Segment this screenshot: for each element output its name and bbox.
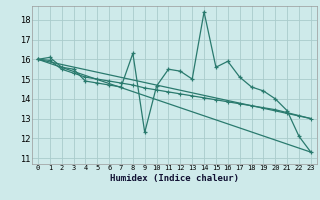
X-axis label: Humidex (Indice chaleur): Humidex (Indice chaleur) — [110, 174, 239, 183]
